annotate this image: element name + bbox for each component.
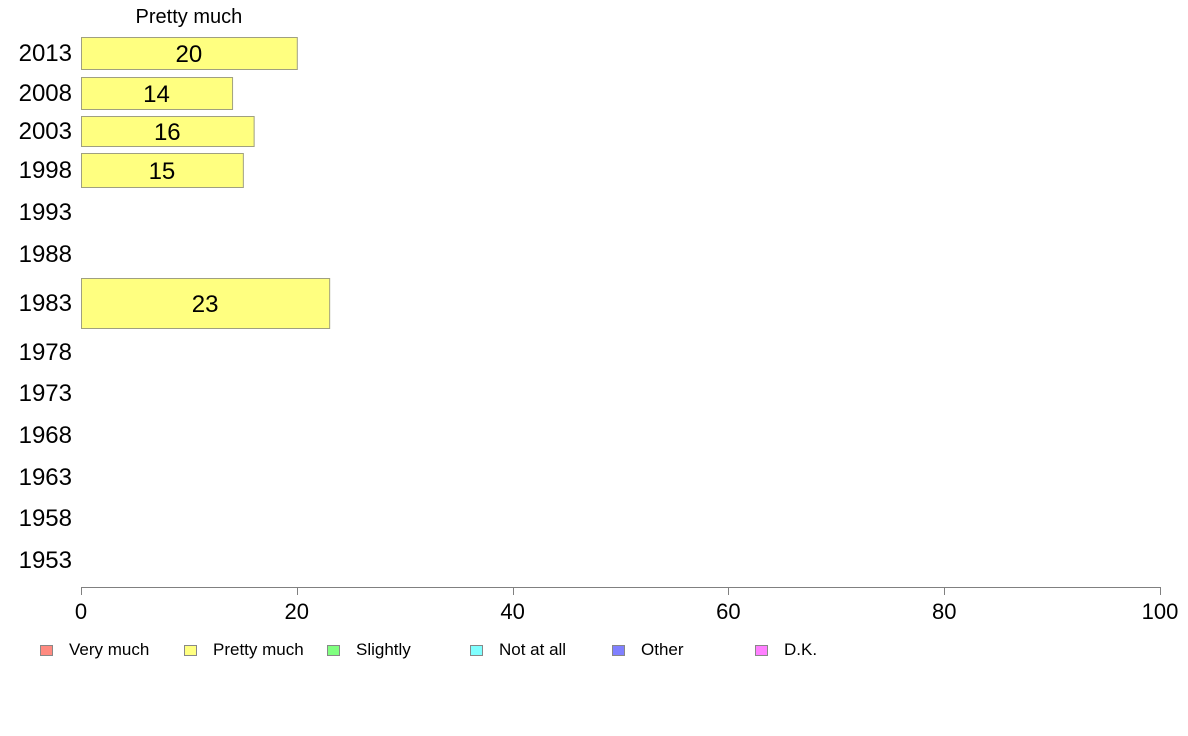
year-label-1998: 1998 [19,157,72,184]
year-label-1988: 1988 [19,241,72,268]
bar-2013-pretty-much [81,37,298,70]
year-label-2013: 2013 [19,40,72,67]
legend-label-other: Other [641,640,684,659]
legend-item-other: Other [612,638,684,662]
year-label-1958: 1958 [19,505,72,532]
x-tick-label-0: 0 [75,599,87,624]
legend-swatch-other [612,644,625,656]
year-label-2003: 2003 [19,118,72,145]
legend-item-slightly: Slightly [327,638,411,662]
legend-label-slightly: Slightly [356,640,411,659]
bar-1983-pretty-much [81,278,331,329]
year-label-1978: 1978 [19,339,72,366]
year-label-2008: 2008 [19,80,72,107]
legend-swatch-slightly [327,644,340,656]
x-tick-label-40: 40 [500,599,524,624]
year-label-1968: 1968 [19,422,72,449]
bar-1998-pretty-much [81,153,244,188]
legend-swatch-pretty-much [184,644,197,656]
series-header: Pretty much [135,6,243,28]
x-tick-label-20: 20 [285,599,309,624]
legend-item-d-k: D.K. [755,638,817,662]
legend-item-very-much: Very much [40,638,149,662]
bar-value-label-1998: 15 [149,158,176,185]
year-label-1963: 1963 [19,464,72,491]
bar-2003-pretty-much [81,116,255,147]
legend: Very much Pretty much Slightly Not at all Ot… [0,638,1188,662]
bar-2008-pretty-much [81,77,234,110]
bar-value-label-2013: 20 [176,41,203,68]
x-tick-label-80: 80 [932,599,956,624]
year-label-1953: 1953 [19,547,72,574]
legend-item-pretty-much: Pretty much [184,638,304,662]
year-label-1983: 1983 [19,290,72,317]
x-tick-label-60: 60 [716,599,740,624]
bar-value-label-2008: 14 [143,81,170,108]
bar-value-label-1983: 23 [192,291,219,318]
legend-swatch-very-much [40,644,53,656]
year-label-1993: 1993 [19,199,72,226]
legend-swatch-not-at-all [470,644,483,656]
legend-swatch-d-k [755,644,768,656]
legend-label-very-much: Very much [69,640,150,659]
bar-value-label-2003: 16 [154,119,181,146]
legend-item-not-at-all: Not at all [470,638,566,662]
year-label-1973: 1973 [19,380,72,407]
legend-label-not-at-all: Not at all [499,640,567,659]
x-tick-label-100: 100 [1142,599,1179,624]
legend-label-pretty-much: Pretty much [213,640,304,659]
legend-label-d-k: D.K. [784,640,818,659]
